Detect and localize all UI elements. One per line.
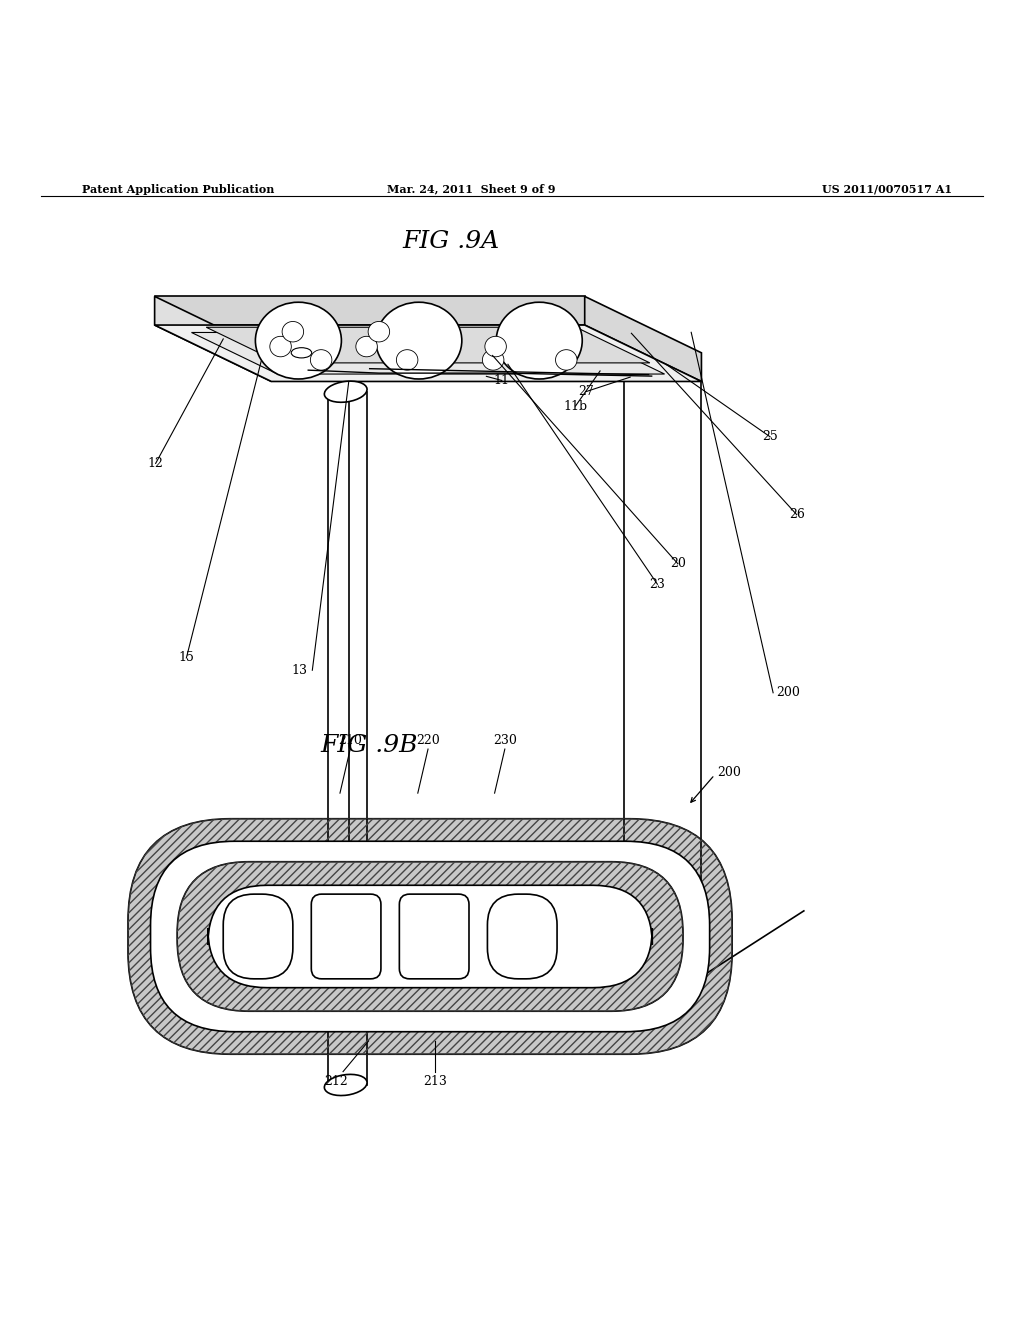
Text: 210: 210 (338, 734, 362, 747)
Ellipse shape (325, 1074, 367, 1096)
Polygon shape (155, 325, 701, 381)
Text: US 2011/0070517 A1: US 2011/0070517 A1 (822, 183, 952, 195)
Text: FIG .9A: FIG .9A (402, 230, 499, 253)
Text: 212: 212 (324, 1074, 348, 1088)
Text: 200: 200 (776, 686, 800, 700)
Ellipse shape (270, 337, 292, 356)
Text: 23: 23 (649, 578, 666, 591)
Text: FIG .9B: FIG .9B (319, 734, 418, 758)
Text: 12: 12 (147, 457, 164, 470)
Text: 13: 13 (291, 664, 307, 677)
Ellipse shape (291, 347, 311, 358)
Text: 25: 25 (762, 430, 778, 444)
Polygon shape (206, 327, 650, 363)
Ellipse shape (485, 337, 506, 356)
FancyBboxPatch shape (208, 886, 652, 987)
FancyBboxPatch shape (311, 894, 381, 979)
Ellipse shape (356, 337, 378, 356)
Ellipse shape (497, 302, 583, 379)
Text: Mar. 24, 2011  Sheet 9 of 9: Mar. 24, 2011 Sheet 9 of 9 (387, 183, 555, 195)
Ellipse shape (325, 381, 367, 403)
FancyBboxPatch shape (223, 894, 293, 979)
Ellipse shape (376, 302, 462, 379)
Ellipse shape (555, 350, 578, 370)
Text: 200: 200 (717, 766, 740, 779)
FancyBboxPatch shape (487, 894, 557, 979)
Ellipse shape (396, 350, 418, 370)
Polygon shape (585, 297, 701, 381)
FancyBboxPatch shape (128, 818, 732, 1055)
Text: Patent Application Publication: Patent Application Publication (82, 183, 274, 195)
Polygon shape (155, 297, 271, 381)
Text: 15: 15 (178, 652, 195, 664)
Text: 11b: 11b (563, 400, 588, 413)
Polygon shape (155, 297, 585, 325)
Text: 220: 220 (416, 734, 440, 747)
FancyBboxPatch shape (151, 841, 710, 1032)
FancyBboxPatch shape (177, 862, 683, 1011)
Ellipse shape (310, 350, 332, 370)
Ellipse shape (369, 322, 390, 342)
Text: 213: 213 (423, 1074, 447, 1088)
Text: 11: 11 (494, 374, 510, 387)
Text: 27: 27 (578, 385, 594, 399)
Polygon shape (191, 333, 665, 374)
Polygon shape (271, 352, 701, 381)
Ellipse shape (482, 350, 504, 370)
Ellipse shape (255, 302, 341, 379)
Text: 230: 230 (493, 734, 517, 747)
Ellipse shape (282, 322, 303, 342)
Text: 20: 20 (670, 557, 686, 570)
FancyBboxPatch shape (399, 894, 469, 979)
Text: 26: 26 (788, 508, 805, 521)
